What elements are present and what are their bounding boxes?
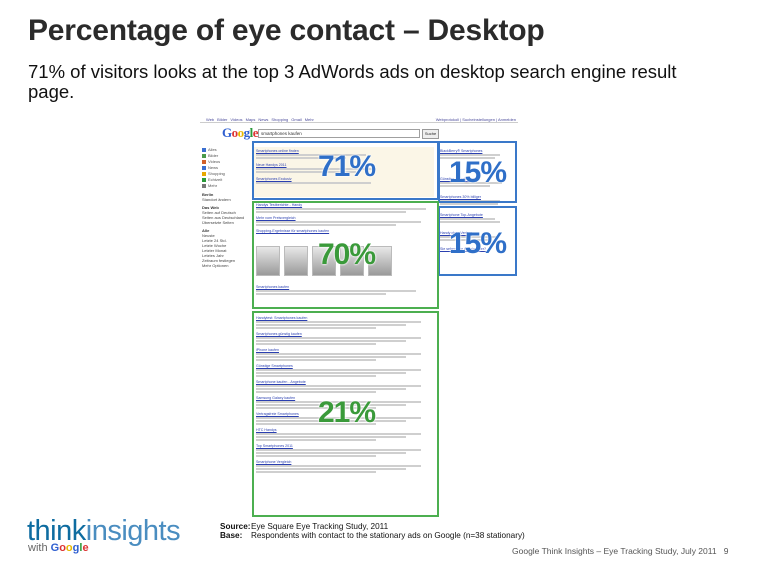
left-nav-icon	[202, 166, 206, 170]
left-nav-option[interactable]: Neuste	[202, 233, 215, 238]
top-nav-right[interactable]: Webprotokoll | Sucheinstellungen | Anmel…	[435, 117, 516, 122]
left-nav-option[interactable]: Übersetzte Seiten	[202, 220, 234, 225]
right-ads: BlackBerry® Smartphones Günstige Smartph…	[440, 149, 502, 251]
left-nav-item[interactable]: Bilder	[202, 153, 254, 159]
ad-link[interactable]: Smartphones Exclusiv	[256, 177, 292, 181]
result-link[interactable]: Samsung Galaxy kaufen	[256, 396, 296, 400]
with-google-logo: with Google	[28, 542, 89, 554]
slide-subtitle: 71% of visitors looks at the top 3 AdWor…	[28, 61, 677, 102]
top-nav-item[interactable]: Bilder	[217, 117, 228, 122]
right-ad-link[interactable]: Smartphone Top-Angebote	[440, 213, 483, 217]
right-top-ads-box	[438, 141, 517, 203]
right-top-percentage: 15%	[449, 156, 507, 189]
left-nav-option[interactable]: Mehr Optionen	[202, 263, 229, 268]
left-nav-icon	[202, 172, 206, 176]
shopping-heading[interactable]: Shopping-Ergebnisse für smartphones kauf…	[256, 229, 330, 233]
result-link[interactable]: Vertragsfreie Smartphones	[256, 412, 299, 416]
left-nav-item[interactable]: Shopping	[202, 171, 254, 177]
left-nav-option[interactable]: Letztes Jahr	[202, 253, 224, 258]
left-nav-icon	[202, 154, 206, 158]
left-nav-option[interactable]: Seiten aus Deutschland	[202, 215, 245, 220]
left-nav-option[interactable]: Letzte Woche	[202, 243, 227, 248]
left-nav-item[interactable]: Videos	[202, 159, 254, 165]
top-nav-item[interactable]: Maps	[245, 117, 256, 122]
left-nav-heading: Das Web	[202, 205, 219, 210]
left-nav-option[interactable]: Standort ändern	[202, 197, 231, 202]
result-link[interactable]: Smartphones günstig kaufen	[256, 332, 302, 336]
top-nav-item[interactable]: Mehr	[304, 117, 314, 122]
slide-title: Percentage of eye contact – Desktop	[28, 14, 545, 47]
top-ads-percentage: 71%	[318, 150, 376, 183]
middle-results: Handys Testberichte - Handy Mehr vom Pre…	[256, 203, 426, 233]
left-nav-item[interactable]: Echtzeit	[202, 177, 254, 183]
top-nav-item[interactable]: Videos	[230, 117, 243, 122]
right-ad-link[interactable]: Handy ohne Vertrag	[440, 231, 472, 235]
left-nav-option[interactable]: Letzter Monat	[202, 248, 227, 253]
product-thumbnail[interactable]	[312, 246, 336, 276]
search-button[interactable]: Suche	[422, 129, 439, 139]
result-link[interactable]: Handytest: Smartphones kaufen	[256, 316, 308, 320]
result-link[interactable]: Mehr vom Preisvergleich	[256, 216, 296, 220]
result-link[interactable]: Günstige Smartphones	[256, 364, 293, 368]
google-wordmark: Google	[50, 542, 89, 554]
serp-screenshot: Web Bilder Videos Maps News Shopping Gmail Mehr…	[196, 113, 522, 520]
bottom-results-box	[252, 311, 439, 517]
product-thumbnail[interactable]	[284, 246, 308, 276]
top-nav-item[interactable]: News	[258, 117, 269, 122]
middle-results-box	[252, 201, 439, 309]
product-thumbnail[interactable]	[368, 246, 392, 276]
top-ads: Smartphones online finden Neue Handys 20…	[256, 149, 376, 185]
result-link[interactable]: HTC Handys	[256, 428, 277, 432]
product-thumbnail[interactable]	[256, 246, 280, 276]
left-nav-option[interactable]: Letzte 24 Std.	[202, 238, 227, 243]
top-nav-item[interactable]: Web	[206, 117, 215, 122]
source-note: Source:Eye Square Eye Tracking Study, 20…	[220, 522, 525, 540]
result-link[interactable]: Smartphone kaufen - Angebote	[256, 380, 306, 384]
left-nav: Alles Bilder Videos News Shopping Echtzeit Meh…	[202, 147, 254, 268]
right-ads-footer[interactable]: Sie sehen Ihre Anzeige hier?	[440, 247, 486, 251]
search-input[interactable]: smartphones kaufen	[258, 129, 420, 138]
left-nav-option[interactable]: Zeitraum festlegen	[202, 258, 236, 263]
result-link[interactable]: Smartphone Vergleich	[256, 460, 292, 464]
slide-footer: Google Think Insights – Eye Tracking Stu…	[512, 546, 729, 556]
left-nav-item[interactable]: Alles	[202, 147, 254, 153]
shopping-thumbnails	[256, 246, 392, 276]
left-nav-heading: Alle	[202, 228, 210, 233]
top-nav-item[interactable]: Gmail	[291, 117, 302, 122]
result-link[interactable]: Handys Testberichte - Handy	[256, 203, 303, 207]
bottom-results: Handytest: Smartphones kaufen Smartphones…	[256, 313, 421, 474]
ad-link[interactable]: Neue Handys 2011	[256, 163, 287, 167]
left-nav-heading: Berlin	[202, 192, 214, 197]
result-link[interactable]: Smartphones kaufen	[256, 285, 290, 289]
middle-percentage: 70%	[318, 238, 376, 271]
left-nav-option[interactable]: Seiten auf Deutsch	[202, 210, 236, 215]
ad-link[interactable]: Smartphones online finden	[256, 149, 299, 153]
product-thumbnail[interactable]	[340, 246, 364, 276]
left-nav-icon	[202, 178, 206, 182]
bottom-percentage: 21%	[318, 396, 376, 429]
right-ad-link[interactable]: Günstige Smartphones	[440, 177, 477, 181]
left-nav-item[interactable]: Mehr	[202, 183, 254, 189]
google-logo[interactable]: Google	[222, 125, 259, 140]
left-nav-icon	[202, 184, 206, 188]
result-link[interactable]: Top Smartphones 2011	[256, 444, 293, 448]
middle-results-2: Smartphones kaufen	[256, 285, 416, 296]
top-nav: Web Bilder Videos Maps News Shopping Gmail Mehr	[206, 117, 317, 122]
thinkinsights-logo: thinkinsights	[27, 515, 181, 547]
right-ad-link[interactable]: BlackBerry® Smartphones	[440, 149, 483, 153]
result-link[interactable]: iPhone kaufen	[256, 348, 279, 352]
right-mid-percentage: 15%	[449, 227, 507, 260]
left-nav-icon	[202, 160, 206, 164]
top-nav-item[interactable]: Shopping	[271, 117, 289, 122]
left-nav-icon	[202, 148, 206, 152]
nav-divider	[200, 122, 518, 123]
right-ad-link[interactable]: Smartphones 30% billiger	[440, 195, 481, 199]
left-nav-item[interactable]: News	[202, 165, 254, 171]
right-mid-ads-box	[438, 206, 517, 276]
